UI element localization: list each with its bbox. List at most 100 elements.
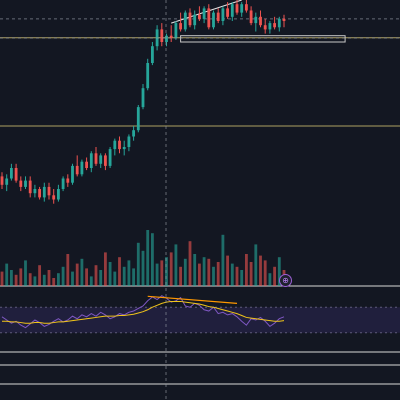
volume-bar bbox=[188, 241, 192, 286]
candle-body bbox=[14, 168, 18, 181]
volume-bar bbox=[268, 273, 272, 286]
volume-bar bbox=[230, 263, 234, 286]
price-pane bbox=[0, 0, 400, 204]
candle-body bbox=[282, 18, 286, 21]
candle-body bbox=[235, 4, 239, 13]
candle-body bbox=[127, 136, 131, 147]
candle-body bbox=[188, 12, 192, 26]
candle-body bbox=[132, 130, 136, 137]
volume-bar bbox=[56, 273, 60, 286]
candle-body bbox=[259, 16, 262, 26]
candle-body bbox=[212, 12, 215, 28]
candle-body bbox=[52, 195, 56, 200]
candle-body bbox=[169, 35, 173, 38]
volume-bar bbox=[155, 263, 159, 286]
candle-body bbox=[249, 10, 253, 24]
rsi-pane bbox=[0, 295, 400, 385]
candle-body bbox=[174, 23, 178, 38]
candle-body bbox=[85, 161, 89, 168]
volume-bar bbox=[99, 270, 103, 286]
indicator-settings-icon[interactable]: ⊕ bbox=[279, 274, 292, 287]
candle-body bbox=[202, 8, 206, 19]
candle-body bbox=[273, 23, 277, 28]
candle-body bbox=[122, 147, 126, 150]
volume-bar bbox=[127, 260, 131, 286]
volume-bar bbox=[146, 230, 150, 286]
candle-body bbox=[75, 165, 79, 175]
candle-body bbox=[254, 16, 258, 24]
candle-body bbox=[28, 180, 32, 194]
candle-body bbox=[146, 63, 150, 89]
candle-body bbox=[0, 176, 4, 185]
volume-bar bbox=[94, 265, 98, 286]
rsi-ma-line bbox=[2, 300, 285, 324]
candle-body bbox=[230, 4, 234, 17]
volume-bar bbox=[141, 250, 145, 286]
volume-bar bbox=[150, 233, 154, 286]
candle-body bbox=[277, 18, 281, 28]
candle-body bbox=[197, 14, 201, 19]
candle-body bbox=[103, 155, 107, 166]
volume-bar bbox=[66, 254, 70, 286]
candle-body bbox=[263, 25, 267, 30]
volume-bar bbox=[212, 266, 215, 286]
candle-body bbox=[94, 153, 98, 164]
candle-body bbox=[24, 180, 27, 187]
volume-bar bbox=[28, 273, 32, 286]
volume-bar bbox=[221, 234, 225, 286]
candle-body bbox=[240, 4, 244, 13]
candle-body bbox=[226, 8, 230, 17]
volume-bar bbox=[0, 271, 4, 286]
candle-body bbox=[108, 149, 112, 166]
volume-bar bbox=[273, 266, 277, 286]
volume-bar bbox=[118, 257, 121, 286]
divergence-line bbox=[147, 295, 238, 304]
volume-bar bbox=[9, 270, 13, 286]
candle-body bbox=[9, 168, 13, 179]
volume-bar bbox=[19, 268, 23, 286]
volume-bar bbox=[71, 271, 74, 286]
support-zone-box bbox=[180, 35, 346, 43]
candle-body bbox=[136, 107, 140, 131]
candle-body bbox=[150, 46, 154, 63]
candle-body bbox=[33, 189, 37, 194]
candle-body bbox=[56, 189, 60, 200]
volume-bar bbox=[42, 274, 46, 286]
candle-body bbox=[61, 178, 65, 189]
candle-body bbox=[193, 14, 197, 26]
candle-body bbox=[38, 189, 42, 198]
volume-bar bbox=[38, 265, 42, 286]
volume-bar bbox=[132, 268, 136, 286]
volume-bar bbox=[169, 252, 173, 286]
volume-pane bbox=[0, 230, 400, 287]
volume-bar bbox=[240, 270, 244, 286]
candle-body bbox=[47, 186, 51, 196]
volume-bar bbox=[113, 271, 117, 286]
rsi-line bbox=[1, 295, 285, 329]
candle-body bbox=[80, 161, 84, 175]
candle-body bbox=[179, 23, 183, 30]
volume-bar bbox=[207, 258, 211, 286]
volume-bar bbox=[61, 266, 65, 286]
volume-bar bbox=[5, 263, 9, 286]
volume-bar bbox=[80, 258, 84, 286]
volume-bar bbox=[47, 270, 51, 286]
candle-body bbox=[268, 23, 272, 30]
candle-body bbox=[118, 140, 121, 150]
candle-body bbox=[183, 12, 187, 30]
candle-body bbox=[207, 8, 211, 28]
volume-bar bbox=[52, 278, 56, 286]
volume-bar bbox=[202, 257, 206, 286]
volume-bar bbox=[85, 268, 89, 286]
volume-bar bbox=[235, 266, 239, 286]
candle-body bbox=[221, 8, 225, 21]
candle-body bbox=[244, 4, 248, 11]
candle-body bbox=[216, 12, 220, 21]
volume-bar bbox=[259, 255, 262, 286]
volume-bar bbox=[75, 263, 79, 286]
volume-bar bbox=[179, 266, 183, 286]
volume-bar bbox=[197, 263, 201, 286]
